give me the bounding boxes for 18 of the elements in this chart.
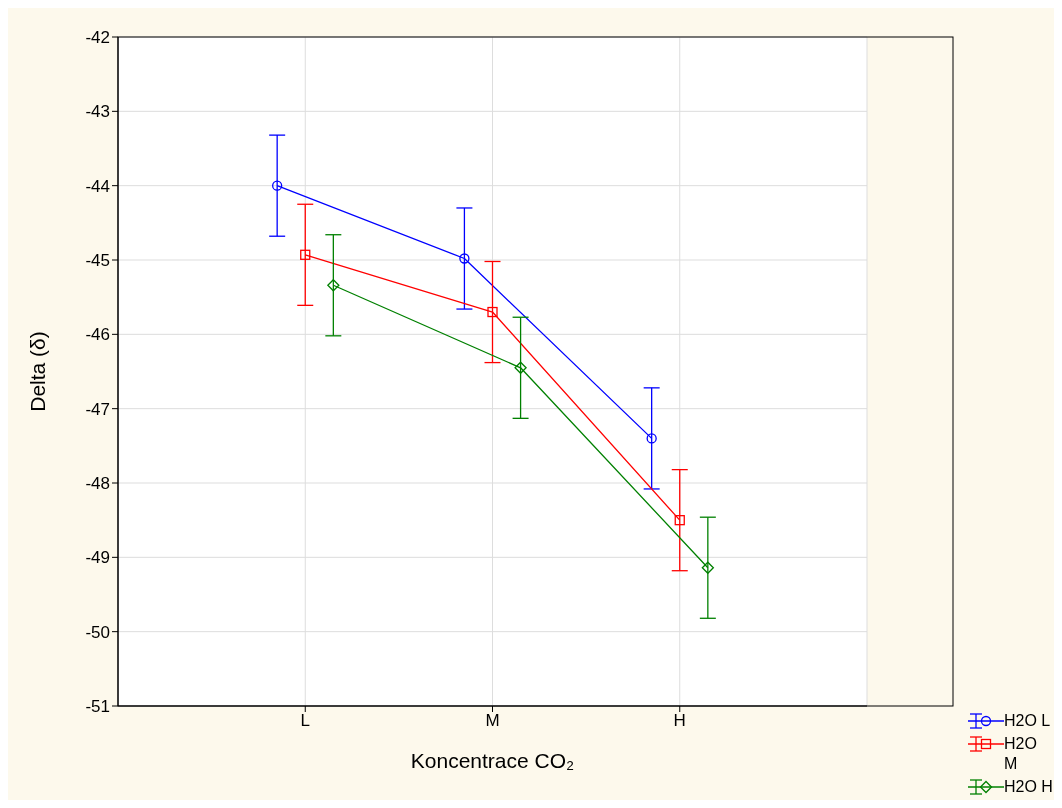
y-tick-label: -47 [85,399,110,419]
legend-label: H2O H [1004,777,1053,797]
y-tick-label: -42 [85,28,110,48]
y-tick-label: -45 [85,251,110,271]
y-axis-title: Delta (δ) [26,331,50,412]
y-tick-label: -44 [85,176,110,196]
y-tick-label: -48 [85,474,110,494]
x-tick-label: H [673,711,686,731]
legend-label: H2O L [1004,711,1051,731]
x-tick-label: L [300,711,310,731]
x-axis-title: Koncentrace CO₂ [410,749,575,772]
y-tick-label: -51 [85,697,110,717]
y-tick-label: -50 [85,622,110,642]
y-tick-label: -49 [85,548,110,568]
legend-label: H2O M [1004,734,1038,774]
y-tick-label: -46 [85,325,110,345]
x-tick-label: M [485,711,500,731]
y-tick-label: -43 [85,102,110,122]
